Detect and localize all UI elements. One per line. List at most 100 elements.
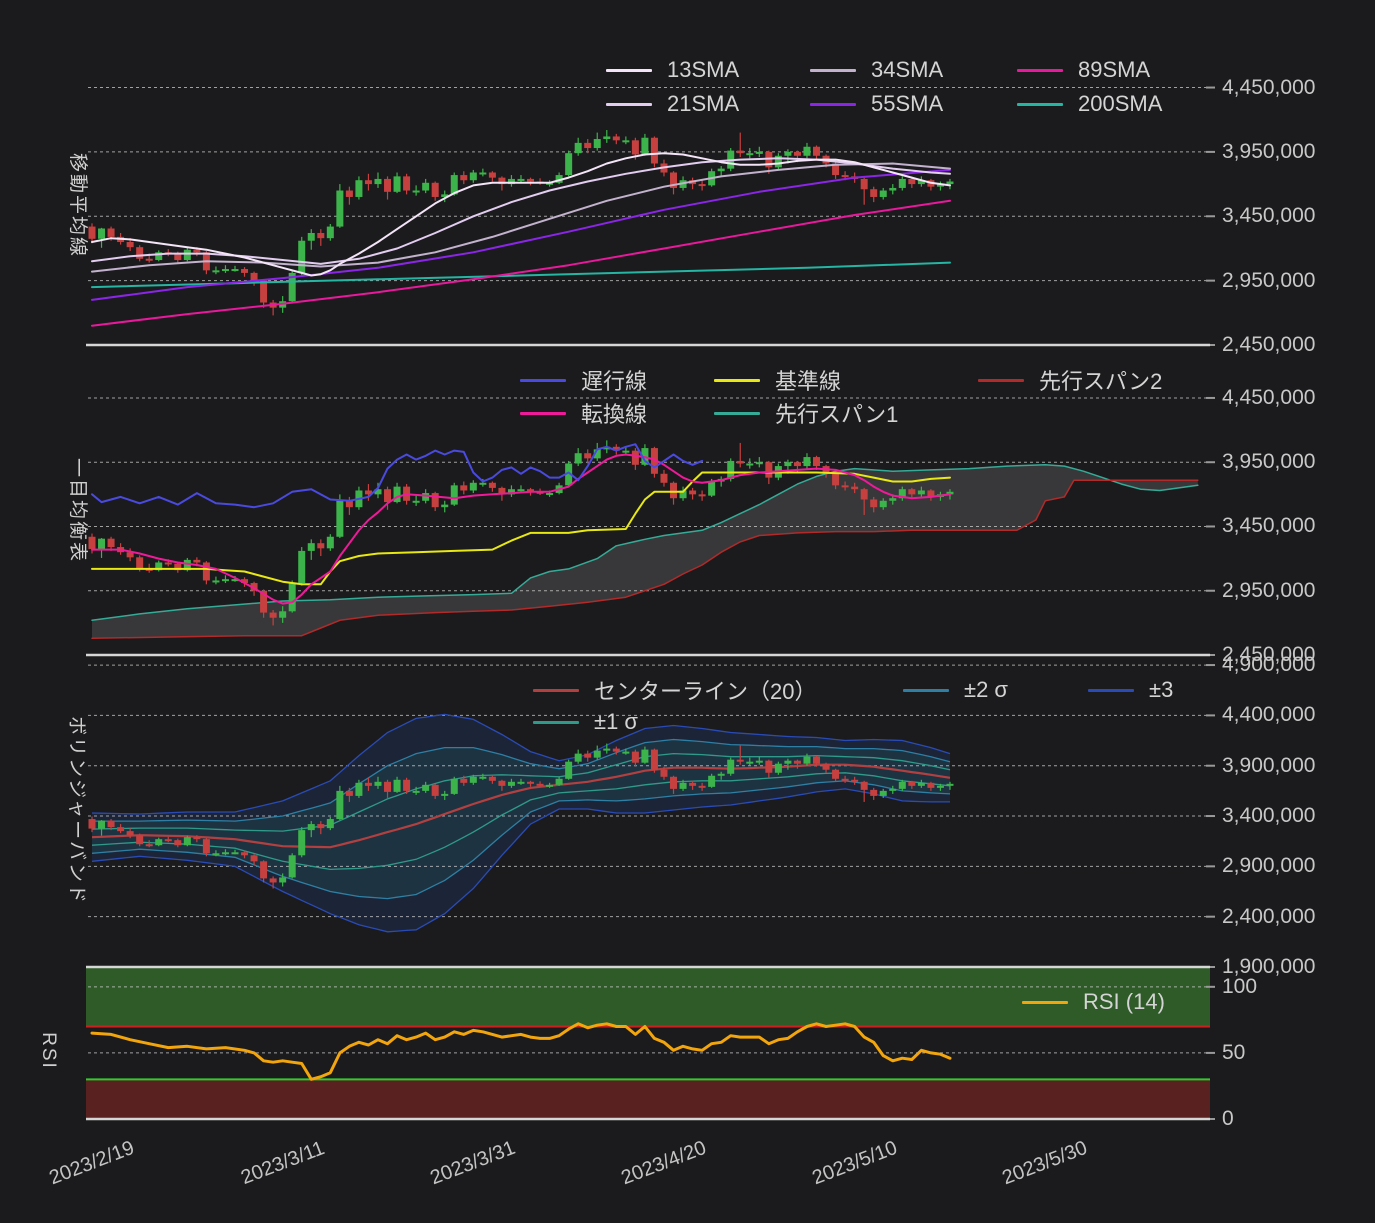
legend-item-rsi-0[interactable]: RSI (14) bbox=[1022, 988, 1165, 1016]
candle-body bbox=[488, 172, 496, 178]
y-axis-label: 3,450,000 bbox=[1222, 204, 1316, 228]
candle-body bbox=[326, 819, 334, 829]
candle-body bbox=[650, 749, 658, 770]
candle-body bbox=[422, 182, 430, 191]
candle-body bbox=[813, 457, 821, 467]
candle-body bbox=[393, 779, 401, 792]
candle-body bbox=[384, 489, 392, 503]
candle-body bbox=[298, 550, 306, 584]
candle-body bbox=[851, 779, 859, 782]
candle-body bbox=[136, 557, 144, 569]
candle-body bbox=[565, 463, 573, 486]
y-axis-label: 2,900,000 bbox=[1222, 854, 1316, 878]
candle-body bbox=[117, 827, 125, 832]
candle-body bbox=[355, 180, 363, 197]
legend-swatch bbox=[1022, 1000, 1068, 1004]
y-axis-label: 2,950,000 bbox=[1222, 578, 1316, 602]
candle-body bbox=[498, 780, 506, 786]
legend-item-sma-0[interactable]: 13SMA bbox=[606, 56, 739, 84]
y-axis-label: 50 bbox=[1222, 1040, 1246, 1064]
candle-body bbox=[517, 489, 525, 492]
candle-body bbox=[107, 228, 115, 237]
candle-body bbox=[860, 178, 868, 190]
legend-item-ichimoku-0[interactable]: 遅行線 bbox=[520, 366, 647, 394]
candle-body bbox=[879, 190, 887, 197]
candle-body bbox=[898, 178, 906, 188]
candle-body bbox=[650, 448, 658, 474]
candle-body bbox=[555, 175, 563, 183]
candle-body bbox=[698, 785, 706, 788]
candle-body bbox=[155, 252, 163, 261]
legend-item-ichimoku-4[interactable]: 先行スパン1 bbox=[714, 399, 898, 427]
candle-body bbox=[183, 837, 191, 846]
candle-body bbox=[889, 187, 897, 191]
candle-body bbox=[174, 253, 182, 261]
y-axis-label: 1,900,000 bbox=[1222, 955, 1316, 978]
candle-body bbox=[174, 563, 182, 571]
panel-title-bollinger: ボリンジャーバンド bbox=[65, 716, 87, 905]
candle-body bbox=[727, 759, 735, 774]
candle-body bbox=[212, 580, 220, 583]
legend-swatch bbox=[1017, 102, 1063, 106]
candle-body bbox=[231, 852, 239, 855]
candle-body bbox=[488, 482, 496, 488]
candle-body bbox=[479, 776, 487, 779]
legend-item-bollinger-1[interactable]: ±2 σ bbox=[903, 676, 1008, 704]
candle-body bbox=[917, 490, 925, 495]
panel-title-moving-averages: 移動平均線 bbox=[67, 152, 89, 259]
legend-item-bollinger-2[interactable]: ±3 bbox=[1088, 676, 1173, 704]
candle-body bbox=[279, 877, 287, 883]
bollinger-minus1-line bbox=[91, 772, 951, 871]
candle-body bbox=[908, 178, 916, 185]
candle-body bbox=[298, 830, 306, 856]
legend-item-bollinger-3[interactable]: ±1 σ bbox=[533, 708, 638, 736]
legend-item-sma-4[interactable]: 55SMA bbox=[810, 90, 943, 118]
line-55SMA bbox=[91, 168, 951, 301]
candle-body bbox=[336, 190, 344, 227]
candle-body bbox=[231, 269, 239, 272]
candle-body bbox=[536, 783, 544, 786]
candle-body bbox=[450, 485, 458, 505]
candle-body bbox=[155, 839, 163, 846]
legend-item-sma-5[interactable]: 200SMA bbox=[1017, 90, 1162, 118]
legend-item-sma-2[interactable]: 89SMA bbox=[1017, 56, 1150, 84]
y-axis-label: 2,450,000 bbox=[1222, 333, 1316, 356]
legend-label: 遅行線 bbox=[581, 369, 648, 394]
candle-body bbox=[317, 233, 325, 239]
candle-body bbox=[374, 489, 382, 495]
candle-body bbox=[708, 775, 716, 787]
legend-swatch bbox=[1088, 688, 1134, 692]
candle-body bbox=[908, 781, 916, 786]
candle-body bbox=[622, 140, 630, 143]
candle-body bbox=[803, 146, 811, 156]
candle-body bbox=[917, 180, 925, 185]
candle-body bbox=[793, 462, 801, 467]
legend-item-sma-1[interactable]: 34SMA bbox=[810, 56, 943, 84]
y-axis-label: 4,400,000 bbox=[1222, 703, 1316, 727]
legend-item-sma-3[interactable]: 21SMA bbox=[606, 90, 739, 118]
legend-item-ichimoku-3[interactable]: 転換線 bbox=[520, 399, 647, 427]
legend-item-ichimoku-2[interactable]: 先行スパン2 bbox=[978, 366, 1162, 394]
candle-body bbox=[879, 790, 887, 796]
candle-body bbox=[946, 181, 954, 185]
candle-body bbox=[488, 776, 496, 781]
legend-label: 基準線 bbox=[775, 369, 842, 394]
candle-body bbox=[574, 142, 582, 154]
candle-body bbox=[927, 782, 935, 788]
candle-body bbox=[507, 178, 515, 185]
legend-label: 13SMA bbox=[667, 57, 740, 82]
candle-body bbox=[622, 450, 630, 453]
candle-body bbox=[174, 840, 182, 846]
candle-body bbox=[832, 473, 840, 486]
candle-body bbox=[641, 137, 649, 155]
legend-item-ichimoku-1[interactable]: 基準線 bbox=[714, 366, 841, 394]
legend-item-bollinger-0[interactable]: センターライン（20） bbox=[533, 676, 816, 704]
candle-body bbox=[936, 785, 944, 788]
candle-body bbox=[374, 781, 382, 786]
legend-swatch bbox=[606, 68, 652, 72]
candle-body bbox=[450, 778, 458, 794]
candle-body bbox=[422, 784, 430, 791]
y-axis-label: 3,900,000 bbox=[1222, 753, 1316, 777]
candle-body bbox=[107, 538, 115, 548]
